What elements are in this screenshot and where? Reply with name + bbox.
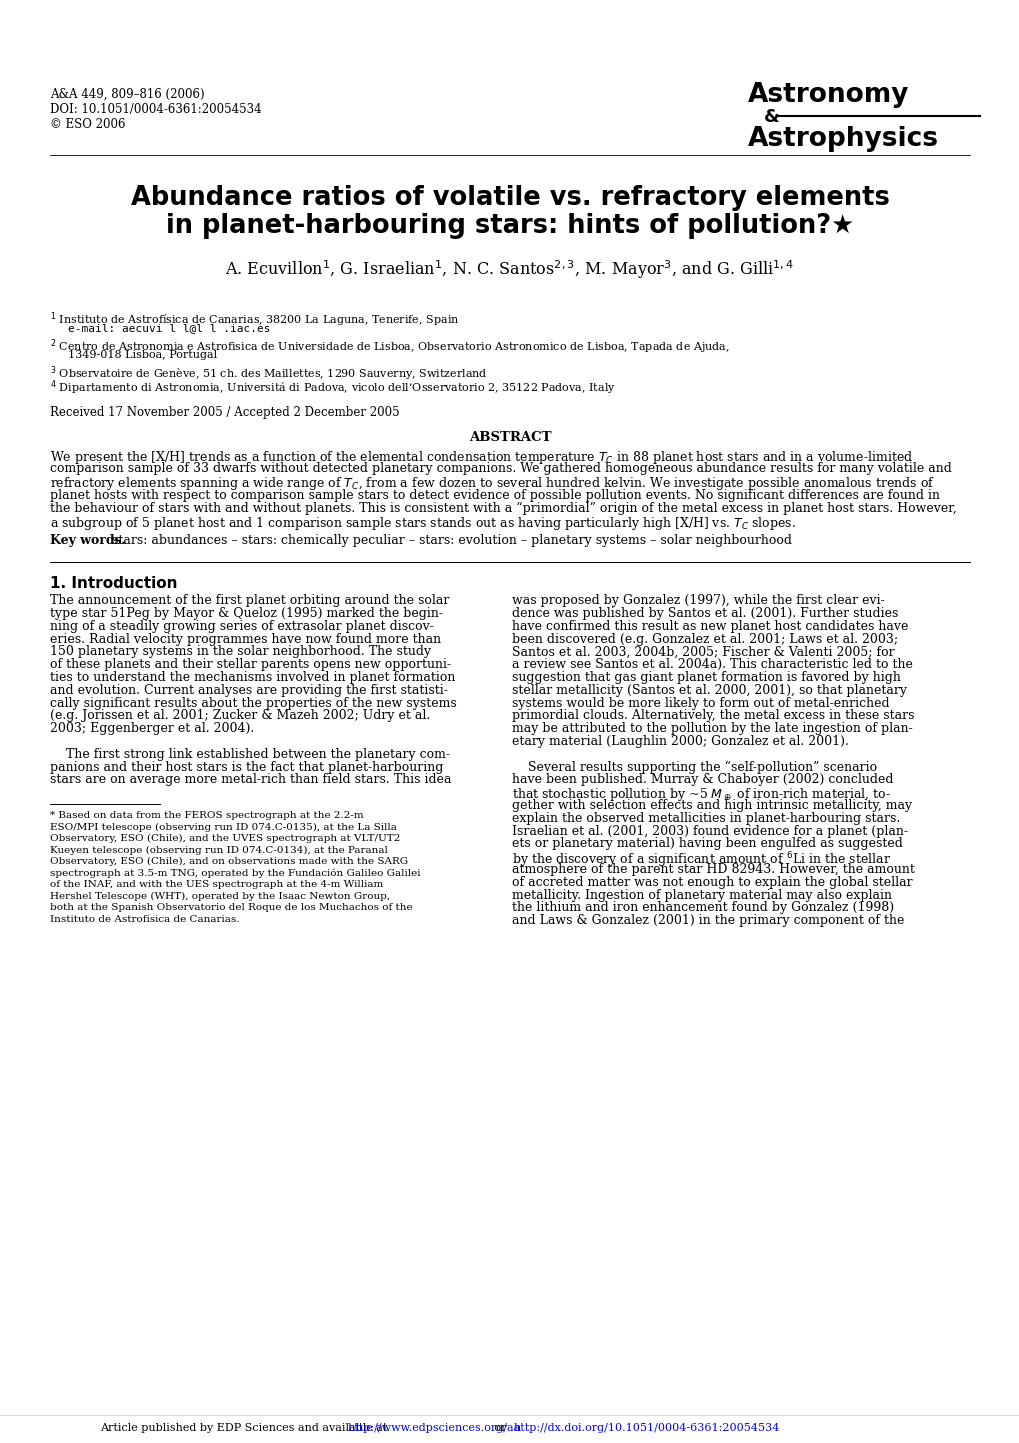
Text: have confirmed this result as new planet host candidates have: have confirmed this result as new planet… xyxy=(512,620,908,633)
Text: Astronomy: Astronomy xyxy=(747,82,909,108)
Text: atmosphere of the parent star HD 82943. However, the amount: atmosphere of the parent star HD 82943. … xyxy=(512,863,914,876)
Text: refractory elements spanning a wide range of $T_C$, from a few dozen to several : refractory elements spanning a wide rang… xyxy=(50,475,934,492)
Text: type star 51Peg by Mayor & Queloz (1995) marked the begin-: type star 51Peg by Mayor & Queloz (1995)… xyxy=(50,608,442,620)
Text: gether with selection effects and high intrinsic metallicity, may: gether with selection effects and high i… xyxy=(512,799,911,812)
Text: 1349-018 Lisboa, Portugal: 1349-018 Lisboa, Portugal xyxy=(68,351,217,359)
Text: (e.g. Jorissen et al. 2001; Zucker & Mazeh 2002; Udry et al.: (e.g. Jorissen et al. 2001; Zucker & Maz… xyxy=(50,710,430,723)
Text: both at the Spanish Observatorio del Roque de los Muchachos of the: both at the Spanish Observatorio del Roq… xyxy=(50,903,413,912)
Text: and Laws & Gonzalez (2001) in the primary component of the: and Laws & Gonzalez (2001) in the primar… xyxy=(512,915,904,928)
Text: that stochastic pollution by ~5 $M_\oplus$ of iron-rich material, to-: that stochastic pollution by ~5 $M_\oplu… xyxy=(512,786,891,804)
Text: * Based on data from the FEROS spectrograph at the 2.2-m: * Based on data from the FEROS spectrogr… xyxy=(50,811,363,820)
Text: ties to understand the mechanisms involved in planet formation: ties to understand the mechanisms involv… xyxy=(50,671,454,684)
Text: by the discovery of a significant amount of $^6$Li in the stellar: by the discovery of a significant amount… xyxy=(512,850,891,870)
Text: comparison sample of 33 dwarfs without detected planetary companions. We gathere: comparison sample of 33 dwarfs without d… xyxy=(50,462,951,475)
Text: http://www.edpsciences.org/aa: http://www.edpsciences.org/aa xyxy=(347,1423,521,1433)
Text: a subgroup of 5 planet host and 1 comparison sample stars stands out as having p: a subgroup of 5 planet host and 1 compar… xyxy=(50,515,795,532)
Text: ABSTRACT: ABSTRACT xyxy=(469,431,550,444)
Text: Key words.: Key words. xyxy=(50,534,126,547)
Text: Santos et al. 2003, 2004b, 2005; Fischer & Valenti 2005; for: Santos et al. 2003, 2004b, 2005; Fischer… xyxy=(512,645,894,658)
Text: stars: abundances – stars: chemically peculiar – stars: evolution – planetary sy: stars: abundances – stars: chemically pe… xyxy=(108,534,791,547)
Text: dence was published by Santos et al. (2001). Further studies: dence was published by Santos et al. (20… xyxy=(512,608,898,620)
Text: Abundance ratios of volatile vs. refractory elements: Abundance ratios of volatile vs. refract… xyxy=(130,185,889,211)
Text: of accreted matter was not enough to explain the global stellar: of accreted matter was not enough to exp… xyxy=(512,876,912,889)
Text: stellar metallicity (Santos et al. 2000, 2001), so that planetary: stellar metallicity (Santos et al. 2000,… xyxy=(512,684,906,697)
Text: Israelian et al. (2001, 2003) found evidence for a planet (plan-: Israelian et al. (2001, 2003) found evid… xyxy=(512,824,907,837)
Text: stars are on average more metal-rich than field stars. This idea: stars are on average more metal-rich tha… xyxy=(50,773,451,786)
Text: Several results supporting the “self-pollution” scenario: Several results supporting the “self-pol… xyxy=(512,760,876,773)
Text: eries. Radial velocity programmes have now found more than: eries. Radial velocity programmes have n… xyxy=(50,632,440,645)
Text: A. Ecuvillon$^1$, G. Israelian$^1$, N. C. Santos$^{2,3}$, M. Mayor$^3$, and G. G: A. Ecuvillon$^1$, G. Israelian$^1$, N. C… xyxy=(225,258,794,281)
Text: been discovered (e.g. Gonzalez et al. 2001; Laws et al. 2003;: been discovered (e.g. Gonzalez et al. 20… xyxy=(512,632,898,645)
Text: metallicity. Ingestion of planetary material may also explain: metallicity. Ingestion of planetary mate… xyxy=(512,889,892,902)
Text: a review see Santos et al. 2004a). This characteristic led to the: a review see Santos et al. 2004a). This … xyxy=(512,658,912,671)
Text: may be attributed to the pollution by the late ingestion of plan-: may be attributed to the pollution by th… xyxy=(512,722,912,734)
Text: 1. Introduction: 1. Introduction xyxy=(50,576,177,592)
Text: Observatory, ESO (Chile), and on observations made with the SARG: Observatory, ESO (Chile), and on observa… xyxy=(50,857,408,866)
Text: primordial clouds. Alternatively, the metal excess in these stars: primordial clouds. Alternatively, the me… xyxy=(512,710,914,723)
Text: was proposed by Gonzalez (1997), while the first clear evi-: was proposed by Gonzalez (1997), while t… xyxy=(512,595,883,608)
Text: have been published. Murray & Chaboyer (2002) concluded: have been published. Murray & Chaboyer (… xyxy=(512,773,893,786)
Text: explain the observed metallicities in planet-harbouring stars.: explain the observed metallicities in pl… xyxy=(512,812,900,825)
Text: © ESO 2006: © ESO 2006 xyxy=(50,118,125,131)
Text: Observatory, ESO (Chile), and the UVES spectrograph at VLT/UT2: Observatory, ESO (Chile), and the UVES s… xyxy=(50,834,400,843)
Text: The announcement of the first planet orbiting around the solar: The announcement of the first planet orb… xyxy=(50,595,449,608)
Text: Article published by EDP Sciences and available at: Article published by EDP Sciences and av… xyxy=(100,1423,387,1433)
Text: $^2$ Centro de Astronomia e Astrofisica de Universidade de Lisboa, Observatorio : $^2$ Centro de Astronomia e Astrofisica … xyxy=(50,338,730,355)
Text: $^3$ Observatoire de Genève, 51 ch. des Maillettes, 1290 Sauverny, Switzerland: $^3$ Observatoire de Genève, 51 ch. des … xyxy=(50,364,487,382)
Text: ning of a steadily growing series of extrasolar planet discov-: ning of a steadily growing series of ext… xyxy=(50,620,433,633)
Text: 150 planetary systems in the solar neighborhood. The study: 150 planetary systems in the solar neigh… xyxy=(50,645,431,658)
Text: spectrograph at 3.5-m TNG, operated by the Fundación Galileo Galilei: spectrograph at 3.5-m TNG, operated by t… xyxy=(50,869,420,877)
Text: Received 17 November 2005 / Accepted 2 December 2005: Received 17 November 2005 / Accepted 2 D… xyxy=(50,405,399,418)
Text: Kueyen telescope (observing run ID 074.C-0134), at the Paranal: Kueyen telescope (observing run ID 074.C… xyxy=(50,846,387,854)
Text: &: & xyxy=(763,108,779,126)
Text: suggestion that gas giant planet formation is favored by high: suggestion that gas giant planet formati… xyxy=(512,671,900,684)
Text: We present the [X/H] trends as a function of the elemental condensation temperat: We present the [X/H] trends as a functio… xyxy=(50,449,912,466)
Text: ESO/MPI telescope (observing run ID 074.C-0135), at the La Silla: ESO/MPI telescope (observing run ID 074.… xyxy=(50,823,396,831)
Text: DOI: 10.1051/0004-6361:20054534: DOI: 10.1051/0004-6361:20054534 xyxy=(50,102,261,115)
Text: Astrophysics: Astrophysics xyxy=(747,126,938,152)
Text: e-mail: aecuvi l l@l l .iac.es: e-mail: aecuvi l l@l l .iac.es xyxy=(68,323,270,333)
Text: systems would be more likely to form out of metal-enriched: systems would be more likely to form out… xyxy=(512,697,889,710)
Text: the lithium and iron enhancement found by Gonzalez (1998): the lithium and iron enhancement found b… xyxy=(512,902,894,915)
Text: $^1$ Instituto de Astrofísica de Canarias, 38200 La Laguna, Tenerife, Spain: $^1$ Instituto de Astrofísica de Canaria… xyxy=(50,310,459,329)
Text: ets or planetary material) having been engulfed as suggested: ets or planetary material) having been e… xyxy=(512,837,902,850)
Text: and evolution. Current analyses are providing the first statisti-: and evolution. Current analyses are prov… xyxy=(50,684,447,697)
Text: 2003; Eggenberger et al. 2004).: 2003; Eggenberger et al. 2004). xyxy=(50,722,254,734)
Text: Instituto de Astrofísica de Canarias.: Instituto de Astrofísica de Canarias. xyxy=(50,915,239,924)
Text: The first strong link established between the planetary com-: The first strong link established betwee… xyxy=(50,747,449,760)
Text: etary material (Laughlin 2000; Gonzalez et al. 2001).: etary material (Laughlin 2000; Gonzalez … xyxy=(512,734,848,747)
Text: panions and their host stars is the fact that planet-harbouring: panions and their host stars is the fact… xyxy=(50,760,443,773)
Text: http://dx.doi.org/10.1051/0004-6361:20054534: http://dx.doi.org/10.1051/0004-6361:2005… xyxy=(513,1423,780,1433)
Text: Hershel Telescope (WHT), operated by the Isaac Newton Group,: Hershel Telescope (WHT), operated by the… xyxy=(50,892,389,900)
Text: of the INAF, and with the UES spectrograph at the 4-m William: of the INAF, and with the UES spectrogra… xyxy=(50,880,383,889)
Text: cally significant results about the properties of the new systems: cally significant results about the prop… xyxy=(50,697,457,710)
Text: in planet-harbouring stars: hints of pollution?★: in planet-harbouring stars: hints of pol… xyxy=(166,214,853,240)
Text: or: or xyxy=(491,1423,510,1433)
Text: of these planets and their stellar parents opens new opportuni-: of these planets and their stellar paren… xyxy=(50,658,450,671)
Text: A&A 449, 809–816 (2006): A&A 449, 809–816 (2006) xyxy=(50,88,205,101)
Text: planet hosts with respect to comparison sample stars to detect evidence of possi: planet hosts with respect to comparison … xyxy=(50,489,940,502)
Text: the behaviour of stars with and without planets. This is consistent with a “prim: the behaviour of stars with and without … xyxy=(50,502,956,515)
Text: $^4$ Dipartamento di Astronomia, Universitá di Padova, vicolo dell’Osservatorio : $^4$ Dipartamento di Astronomia, Univers… xyxy=(50,378,615,397)
